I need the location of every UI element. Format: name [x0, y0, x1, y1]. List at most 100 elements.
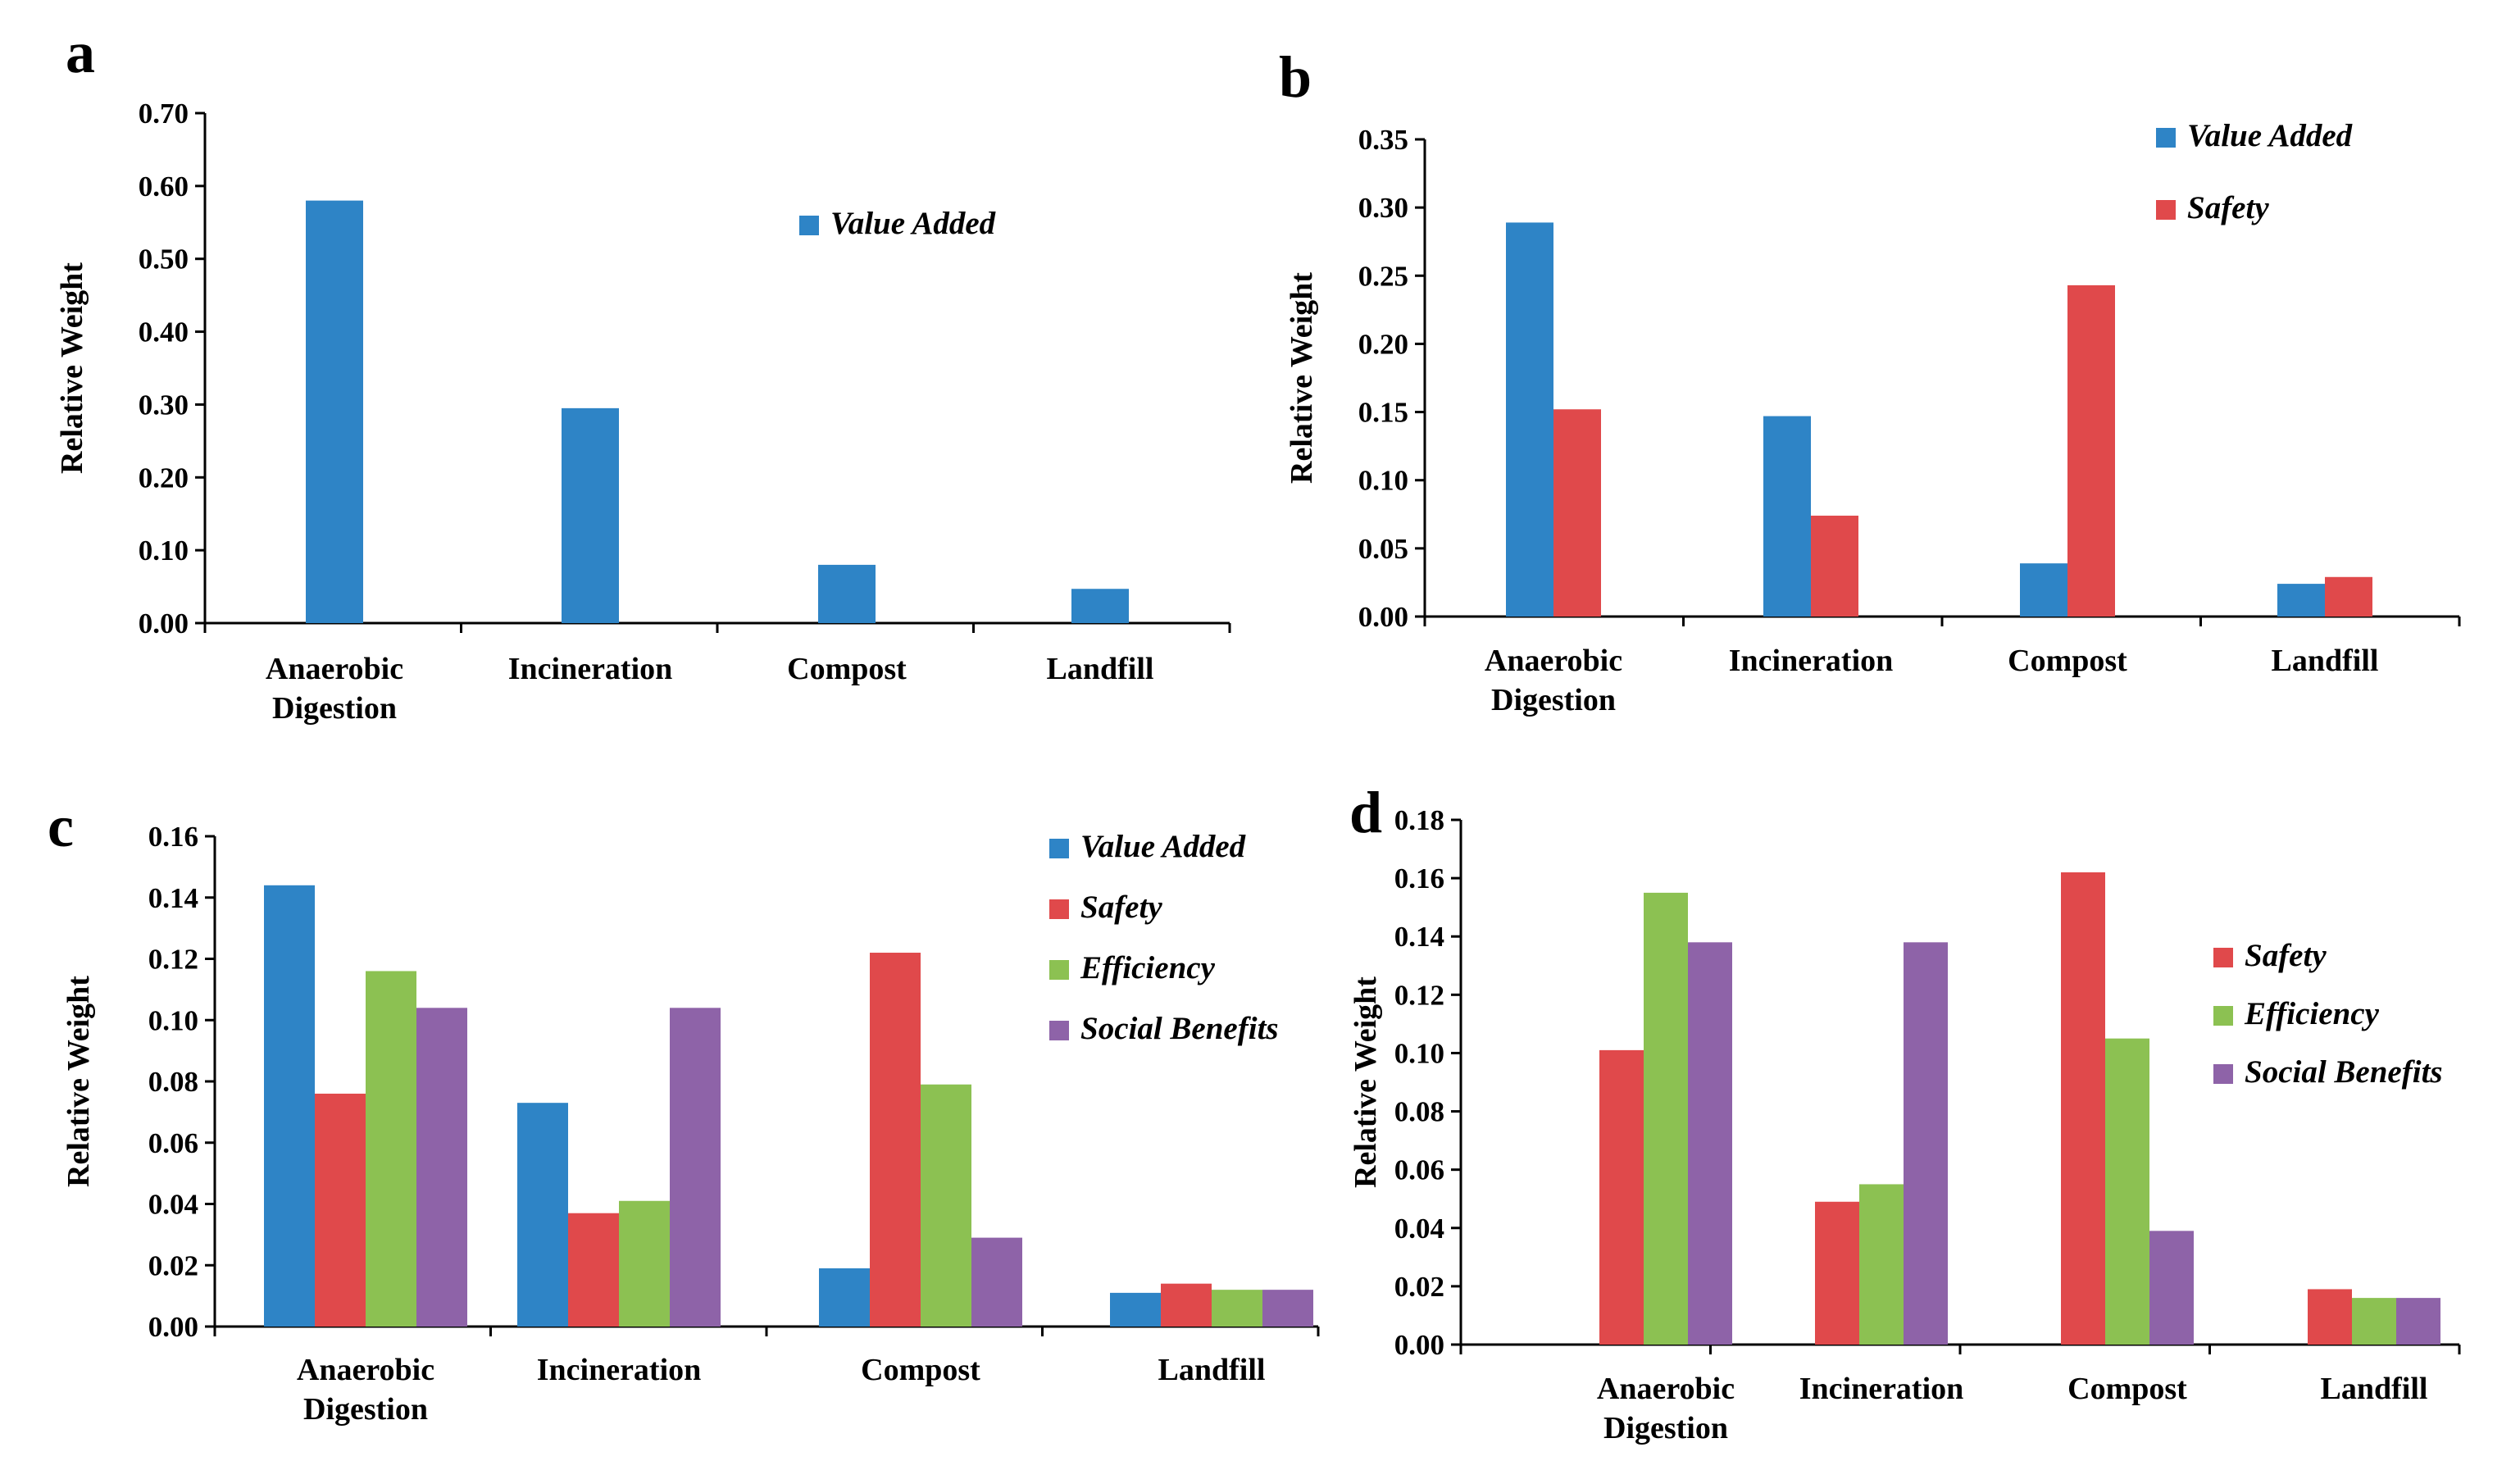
bar-value-added [562, 407, 619, 623]
legend-label: Value Added [1080, 829, 1246, 864]
legend-label: Efficiency [2244, 996, 2380, 1031]
y-tick-label: 0.20 [1358, 328, 1408, 360]
y-tick-label: 0.02 [148, 1249, 198, 1281]
y-tick-label: 0.35 [1358, 124, 1408, 156]
bar-value-added [1506, 222, 1553, 617]
legend-label: Value Added [2187, 118, 2353, 153]
x-category-label: Anaerobic Digestion [1485, 644, 1622, 717]
legend-label: Social Benefits [1080, 1011, 1279, 1046]
y-tick-label: 0.05 [1358, 533, 1408, 565]
legend-swatch [2213, 1064, 2233, 1084]
bar-safety [2308, 1289, 2352, 1345]
bar-social-benefits [1904, 942, 1948, 1345]
panel-letter: d [1349, 780, 1382, 845]
legend: Value Added Safety Efficiency Social Benefi… [1049, 829, 1279, 1046]
y-tick-label: 0.10 [148, 1004, 198, 1036]
bar-safety [870, 953, 921, 1327]
bar-efficiency [1644, 892, 1688, 1345]
y-axis-title: Relative Weight [1285, 272, 1319, 484]
x-category-label: Compost [2008, 644, 2127, 678]
bar-safety [315, 1093, 366, 1327]
y-tick-label: 0.25 [1358, 260, 1408, 292]
y-tick-label: 0.06 [148, 1127, 198, 1159]
legend-label: Safety [2187, 190, 2269, 225]
y-axis-title: Relative Weight [55, 262, 89, 474]
y-tick-label: 0.10 [1358, 465, 1408, 497]
x-category-label: Incineration [1799, 1372, 1964, 1406]
bar-value-added [1110, 1292, 1161, 1327]
legend-swatch [2156, 128, 2176, 148]
x-category-label: Landfill [2321, 1372, 2428, 1406]
y-tick-label: 0.12 [1394, 979, 1444, 1011]
legend-swatch [1049, 1021, 1069, 1040]
bar-social-benefits [2396, 1298, 2440, 1345]
y-tick-label: 0.16 [1394, 862, 1444, 894]
y-tick-label: 0.10 [139, 535, 189, 567]
legend: Value Added [799, 206, 996, 241]
y-tick-label: 0.04 [1394, 1213, 1444, 1245]
chart-panel-c: c 0.00 0.02 0.04 0.06 0.08 0.10 0.12 0.14 0.16 Ana… [48, 794, 1320, 1427]
y-tick-label: 0.16 [148, 821, 198, 853]
y-tick-label: 0.60 [139, 171, 189, 203]
y-tick-label: 0.50 [139, 244, 189, 275]
bar-efficiency [2352, 1298, 2396, 1345]
bar-value-added [264, 885, 315, 1327]
bar-social-benefits [1262, 1290, 1313, 1327]
legend-label: Efficiency [1080, 950, 1216, 985]
y-tick-label: 0.00 [1394, 1329, 1444, 1361]
legend: Safety Efficiency Social Benefits [2213, 938, 2443, 1090]
bar-efficiency [1212, 1290, 1262, 1327]
bar-safety [1815, 1201, 1859, 1345]
bar-efficiency [366, 971, 416, 1327]
y-tick-label: 0.04 [148, 1189, 198, 1221]
x-category-label: Incineration [508, 652, 673, 686]
bar-safety [1811, 515, 1858, 617]
x-category-label: Incineration [537, 1353, 702, 1387]
bar-efficiency [619, 1200, 670, 1327]
x-category-label: Landfill [1158, 1353, 1266, 1387]
x-category-label: Landfill [2272, 644, 2379, 678]
panel-letter: b [1279, 44, 1312, 110]
bar-value-added [818, 564, 876, 623]
y-tick-label: 0.18 [1394, 804, 1444, 836]
chart-panel-a: a 0.00 0.10 0.20 0.30 0.40 0.50 0.60 0.70 Anaerob… [55, 20, 1231, 726]
y-tick-label: 0.06 [1394, 1154, 1444, 1186]
bar-value-added [2020, 563, 2067, 617]
bar-safety [2061, 872, 2105, 1345]
legend-label: Value Added [830, 206, 996, 241]
y-tick-label: 0.00 [1358, 601, 1408, 633]
y-axis-title: Relative Weight [1349, 976, 1383, 1188]
x-category-label: Compost [787, 652, 907, 686]
legend-swatch [1049, 960, 1069, 980]
panel-letter: a [66, 20, 95, 85]
bar-social-benefits [1688, 942, 1732, 1345]
y-tick-label: 0.08 [1394, 1096, 1444, 1128]
y-tick-label: 0.00 [148, 1311, 198, 1343]
bar-value-added [1763, 416, 1811, 617]
y-tick-label: 0.15 [1358, 397, 1408, 429]
y-axis-title: Relative Weight [61, 976, 96, 1187]
bar-safety [2067, 284, 2115, 617]
legend-label: Safety [2245, 938, 2327, 973]
legend-label: Safety [1080, 890, 1162, 925]
legend-swatch [2213, 948, 2233, 967]
legend-swatch [2213, 1006, 2233, 1026]
y-tick-label: 0.20 [139, 462, 189, 494]
x-category-label: Landfill [1047, 652, 1154, 686]
bar-value-added [306, 200, 363, 624]
y-tick-label: 0.30 [139, 389, 189, 421]
bar-safety [1161, 1283, 1212, 1327]
legend-swatch [1049, 839, 1069, 858]
legend-swatch [799, 216, 819, 235]
x-category-label: Anaerobic Digestion [297, 1353, 434, 1427]
bar-efficiency [921, 1084, 971, 1327]
y-tick-label: 0.40 [139, 316, 189, 348]
y-tick-label: 0.08 [148, 1066, 198, 1098]
x-category-label: Incineration [1729, 644, 1894, 678]
y-tick-label: 0.12 [148, 944, 198, 976]
y-tick-label: 0.00 [139, 608, 189, 639]
chart-panel-b: b 0.00 0.05 0.10 0.15 0.20 0.25 0.30 0.35 Anaerob… [1279, 44, 2461, 717]
bar-safety [2325, 576, 2372, 617]
bar-efficiency [1859, 1184, 1904, 1345]
